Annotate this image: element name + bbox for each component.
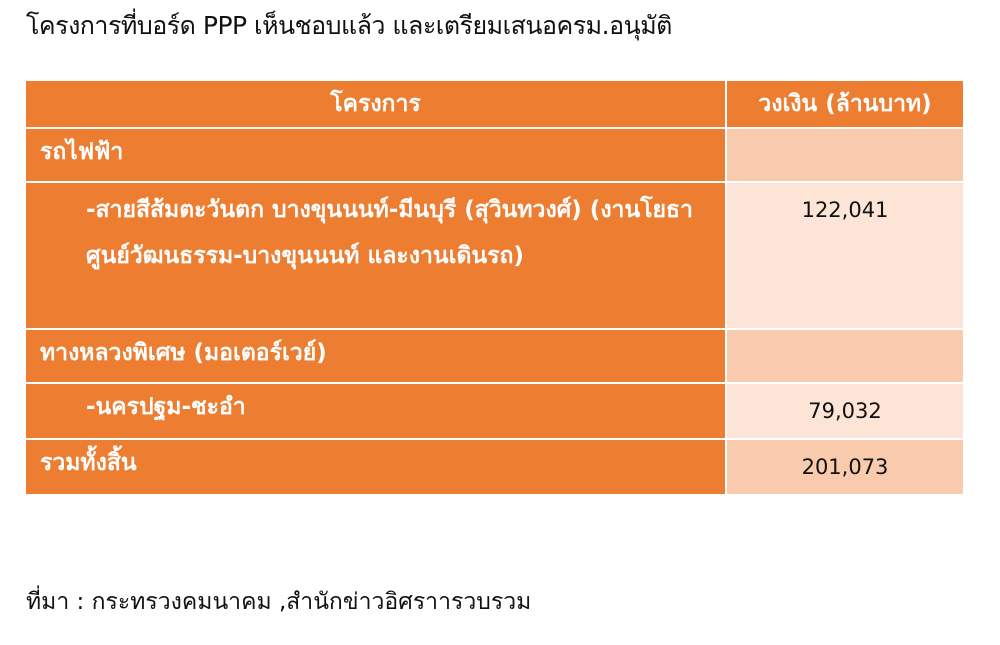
table-row: -สายสีส้มตะวันตก บางขุนนนท์-มีนบุรี (สุว… xyxy=(24,181,965,330)
amount-cell xyxy=(725,328,965,384)
table-row: รถไฟฟ้า xyxy=(24,127,965,183)
project-text: -สายสีส้มตะวันตก บางขุนนนท์-มีนบุรี (สุว… xyxy=(86,197,693,269)
amount-cell: 122,041 xyxy=(725,181,965,330)
table-row: -นครปฐม-ชะอำ 79,032 xyxy=(24,382,965,440)
header-project: โครงการ xyxy=(24,79,727,129)
total-label: รวมทั้งสิ้น xyxy=(24,438,727,496)
table-row: ทางหลวงพิเศษ (มอเตอร์เวย์) xyxy=(24,328,965,384)
header-amount: วงเงิน (ล้านบาท) xyxy=(725,79,965,129)
amount-cell xyxy=(725,127,965,183)
table-header: โครงการ วงเงิน (ล้านบาท) xyxy=(24,79,965,129)
project-cell: ทางหลวงพิเศษ (มอเตอร์เวย์) xyxy=(24,328,727,384)
project-cell: รถไฟฟ้า xyxy=(24,127,727,183)
project-cell: -นครปฐม-ชะอำ xyxy=(24,382,727,440)
project-cell: -สายสีส้มตะวันตก บางขุนนนท์-มีนบุรี (สุว… xyxy=(24,181,727,330)
source-note: ที่มา : กระทรวงคมนาคม ,สำนักข่าวอิศราารว… xyxy=(26,589,532,615)
page-title: โครงการที่บอร์ด PPP เห็นชอบแล้ว และเตรีย… xyxy=(26,11,672,40)
total-amount: 201,073 xyxy=(725,438,965,496)
table-row-total: รวมทั้งสิ้น 201,073 xyxy=(24,438,965,496)
projects-table: โครงการ วงเงิน (ล้านบาท) รถไฟฟ้า -สายสีส… xyxy=(24,79,965,496)
amount-cell: 79,032 xyxy=(725,382,965,440)
